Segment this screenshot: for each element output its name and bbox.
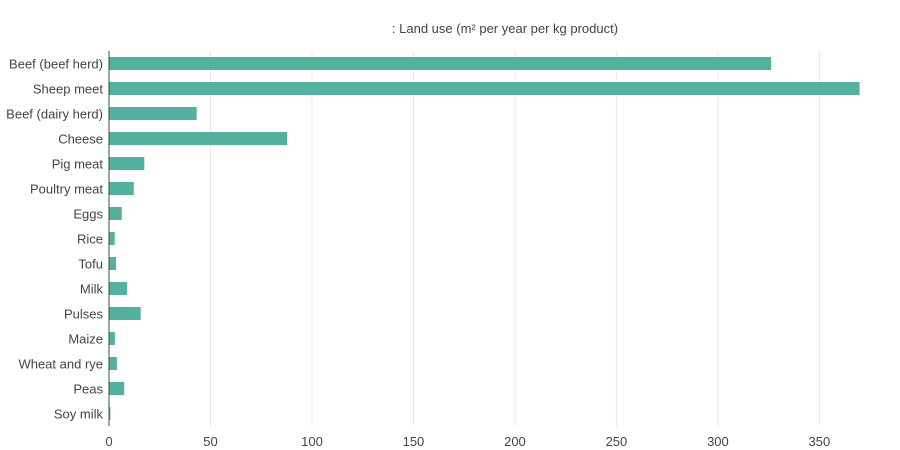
- bar-pig-meat[interactable]: [109, 157, 145, 170]
- category-label-soy-milk: Soy milk: [54, 407, 104, 422]
- x-tick-label-50: 50: [203, 434, 217, 449]
- x-tick-label-300: 300: [707, 434, 729, 449]
- category-label-pig-meat: Pig meat: [52, 157, 104, 172]
- x-tick-label-150: 150: [403, 434, 425, 449]
- category-label-pulses: Pulses: [64, 307, 104, 322]
- x-tick-label-100: 100: [301, 434, 323, 449]
- bar-cheese[interactable]: [109, 132, 288, 145]
- bar-rice[interactable]: [109, 232, 115, 245]
- category-label-tofu: Tofu: [78, 257, 103, 272]
- bar-milk[interactable]: [109, 282, 128, 295]
- bar-pulses[interactable]: [109, 307, 141, 320]
- bar-sheep-meet[interactable]: [109, 82, 860, 95]
- bar-wheat-and-rye[interactable]: [109, 357, 117, 370]
- bar-soy-milk[interactable]: [109, 407, 111, 420]
- bars: [109, 57, 860, 420]
- x-tick-label-0: 0: [105, 434, 112, 449]
- category-label-sheep-meet: Sheep meet: [33, 82, 103, 97]
- category-label-rice: Rice: [77, 232, 103, 247]
- category-label-milk: Milk: [80, 282, 104, 297]
- category-label-beef-beef-herd: Beef (beef herd): [9, 57, 103, 72]
- category-label-maize: Maize: [68, 332, 103, 347]
- y-axis-labels: Beef (beef herd) Sheep meet Beef (dairy he…: [6, 57, 103, 422]
- bar-beef-dairy-herd[interactable]: [109, 107, 197, 120]
- category-label-beef-dairy-herd: Beef (dairy herd): [6, 107, 103, 122]
- category-label-peas: Peas: [73, 382, 103, 397]
- chart-title: : Land use (m² per year per kg product): [392, 21, 618, 36]
- x-tick-label-350: 350: [809, 434, 831, 449]
- x-tick-label-250: 250: [606, 434, 628, 449]
- bar-tofu[interactable]: [109, 257, 117, 270]
- grid-lines: [209, 51, 820, 426]
- bar-peas[interactable]: [109, 382, 125, 395]
- bar-poultry-meat[interactable]: [109, 182, 134, 195]
- bar-eggs[interactable]: [109, 207, 122, 220]
- category-label-poultry-meat: Poultry meat: [30, 182, 103, 197]
- category-label-eggs: Eggs: [73, 207, 103, 222]
- category-label-wheat-and-rye: Wheat and rye: [18, 357, 103, 372]
- x-tick-label-200: 200: [504, 434, 526, 449]
- bar-maize[interactable]: [109, 332, 115, 345]
- x-axis-labels: 0 50 100 150 200 250 300 350: [105, 434, 830, 449]
- bar-beef-beef-herd[interactable]: [109, 57, 772, 70]
- category-label-cheese: Cheese: [58, 132, 103, 147]
